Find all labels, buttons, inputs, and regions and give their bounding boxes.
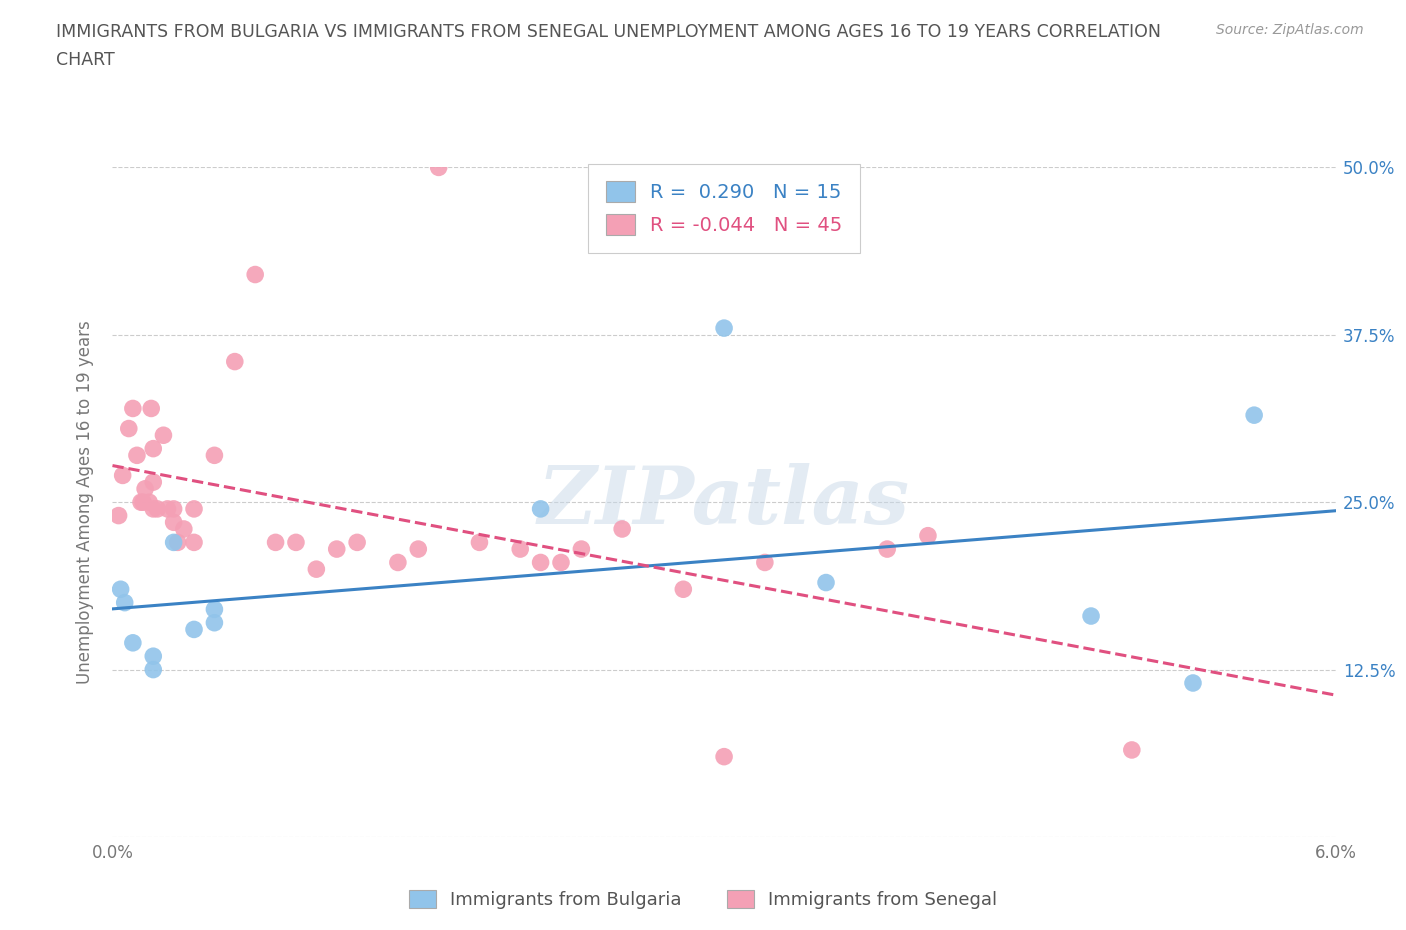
Point [245,267,267,282]
Point [163,501,186,516]
Point [129,495,152,510]
Point [530,555,553,570]
Point [122,635,145,650]
Point [204,616,226,631]
Point [1080,608,1102,623]
Point [612,522,634,537]
Point [142,501,165,516]
Point [146,501,169,516]
Point [387,555,409,570]
Point [142,441,165,456]
Point [326,541,349,556]
Point [509,541,531,556]
Point [183,622,205,637]
Point [408,541,430,556]
Point [224,354,246,369]
Point [1243,407,1265,422]
Point [152,428,174,443]
Point [713,750,735,764]
Point [156,501,179,516]
Point [111,468,134,483]
Point [204,602,226,617]
Point [754,555,776,570]
Point [917,528,939,543]
Point [141,401,163,416]
Point [305,562,328,577]
Point [672,582,695,597]
Point [284,535,308,550]
Point [427,160,450,175]
Point [815,575,838,590]
Point [183,535,205,550]
Point [204,448,226,463]
Point [142,649,165,664]
Point [114,595,136,610]
Point [1121,742,1143,757]
Point [713,321,735,336]
Point [138,495,160,510]
Text: Source: ZipAtlas.com: Source: ZipAtlas.com [1216,23,1364,37]
Point [876,541,898,556]
Point [163,515,186,530]
Point [163,535,186,550]
Point [166,535,188,550]
Point [142,662,165,677]
Text: IMMIGRANTS FROM BULGARIA VS IMMIGRANTS FROM SENEGAL UNEMPLOYMENT AMONG AGES 16 T: IMMIGRANTS FROM BULGARIA VS IMMIGRANTS F… [56,23,1161,41]
Point [107,508,129,523]
Point [550,555,572,570]
Point [110,582,132,597]
Point [183,501,205,516]
Y-axis label: Unemployment Among Ages 16 to 19 years: Unemployment Among Ages 16 to 19 years [76,320,94,684]
Text: ZIPatlas: ZIPatlas [538,463,910,541]
Point [173,522,195,537]
Point [530,501,553,516]
Point [468,535,491,550]
Legend: R =  0.290   N = 15, R = -0.044   N = 45: R = 0.290 N = 15, R = -0.044 N = 45 [588,164,860,253]
Point [122,401,145,416]
Text: CHART: CHART [56,51,115,69]
Point [142,474,165,489]
Point [125,448,148,463]
Point [1182,675,1205,690]
Point [132,495,155,510]
Point [264,535,287,550]
Point [134,482,156,497]
Point [346,535,368,550]
Point [571,541,593,556]
Legend: Immigrants from Bulgaria, Immigrants from Senegal: Immigrants from Bulgaria, Immigrants fro… [401,883,1005,916]
Point [118,421,141,436]
